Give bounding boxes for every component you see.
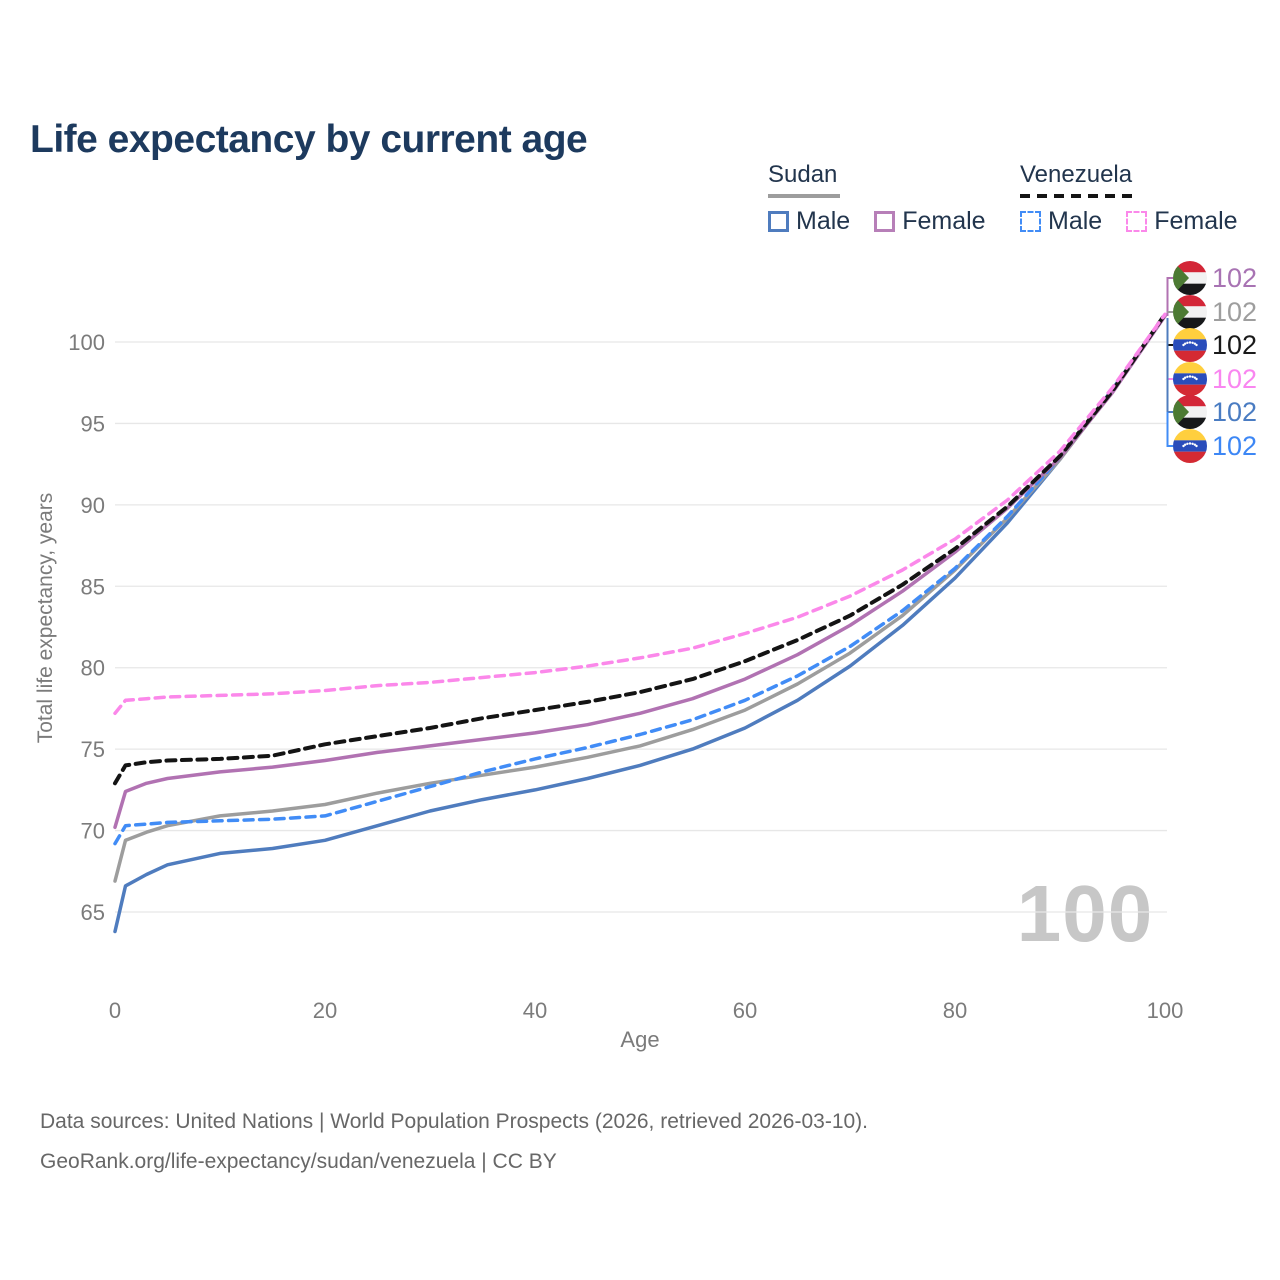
x-tick-label: 80 xyxy=(943,998,967,1023)
legend-header-sudan-label: Sudan xyxy=(768,161,838,188)
x-tick-label: 100 xyxy=(1147,998,1184,1023)
x-tick-label: 40 xyxy=(523,998,547,1023)
x-tick-label: 20 xyxy=(313,998,337,1023)
legend-item-venezuela-male[interactable]: Male xyxy=(1020,207,1102,236)
y-tick-label: 95 xyxy=(81,411,105,436)
legend-header-venezuela[interactable]: Venezuela xyxy=(1020,162,1238,198)
venezuela-female-swatch-icon xyxy=(1126,211,1148,232)
y-axis-title: Total life expectancy, years xyxy=(34,492,57,744)
legend-item-venezuela-female[interactable]: Female xyxy=(1126,207,1238,236)
series-line-venezuela-male[interactable] xyxy=(113,312,1167,846)
x-tick-label: 0 xyxy=(109,998,121,1023)
venezuela-flag-icon xyxy=(1173,328,1207,362)
sudan-line-sample xyxy=(768,194,840,198)
venezuela-male-swatch-icon xyxy=(1020,211,1041,232)
end-value-label-venezuela-both: 102 xyxy=(1212,330,1257,360)
sudan-female-swatch-icon xyxy=(874,211,896,232)
legend-item-label: Male xyxy=(1048,207,1103,235)
end-value-label-sudan-male: 102 xyxy=(1212,397,1257,427)
leader-line xyxy=(1166,317,1173,413)
sudan-male-swatch-icon xyxy=(768,211,789,232)
legend-group-sudan: Sudan Male Female xyxy=(768,162,986,236)
series-line-venezuela-female[interactable] xyxy=(113,312,1167,716)
y-tick-label: 70 xyxy=(81,819,105,844)
y-tick-label: 75 xyxy=(81,737,105,762)
series-line-sudan-male[interactable] xyxy=(113,314,1167,934)
end-value-label-sudan-both: 102 xyxy=(1212,297,1257,327)
legend-item-label: Male xyxy=(796,207,851,235)
series-line-venezuela-both[interactable] xyxy=(113,312,1167,786)
leader-line xyxy=(1166,277,1173,316)
legend-item-sudan-male[interactable]: Male xyxy=(768,207,850,236)
end-value-label-sudan-female: 102 xyxy=(1212,263,1257,293)
end-value-label-venezuela-male: 102 xyxy=(1212,431,1257,461)
end-value-label-venezuela-female: 102 xyxy=(1212,364,1257,394)
y-tick-label: 90 xyxy=(81,493,105,518)
y-tick-label: 100 xyxy=(68,330,105,355)
x-axis-title: Age xyxy=(620,1027,660,1052)
legend-header-sudan[interactable]: Sudan xyxy=(768,162,986,198)
series-line-sudan-female[interactable] xyxy=(113,314,1167,830)
attribution-text: GeoRank.org/life-expectancy/sudan/venezu… xyxy=(40,1150,557,1173)
x-tick-label: 60 xyxy=(733,998,757,1023)
venezuela-line-sample xyxy=(1020,194,1138,198)
y-tick-label: 80 xyxy=(81,656,105,681)
y-tick-label: 85 xyxy=(81,574,105,599)
hover-age-watermark: 100 xyxy=(1016,869,1154,958)
legend-item-label: Female xyxy=(902,207,986,235)
legend-group-venezuela: Venezuela Male Female xyxy=(1020,162,1238,236)
page-title: Life expectancy by current age xyxy=(30,118,588,162)
y-tick-label: 65 xyxy=(81,900,105,925)
sudan-flag-icon xyxy=(1173,261,1207,295)
legend-item-sudan-female[interactable]: Female xyxy=(874,207,986,236)
series-line-sudan-both[interactable] xyxy=(113,314,1167,883)
legend-header-venezuela-label: Venezuela xyxy=(1020,161,1133,188)
sudan-flag-icon xyxy=(1173,295,1207,329)
data-sources-text: Data sources: United Nations | World Pop… xyxy=(40,1110,869,1133)
sudan-flag-icon xyxy=(1173,395,1207,429)
legend-item-label: Female xyxy=(1154,207,1238,235)
venezuela-flag-icon xyxy=(1173,362,1207,396)
leader-line xyxy=(1166,412,1173,447)
venezuela-flag-icon xyxy=(1173,429,1207,463)
